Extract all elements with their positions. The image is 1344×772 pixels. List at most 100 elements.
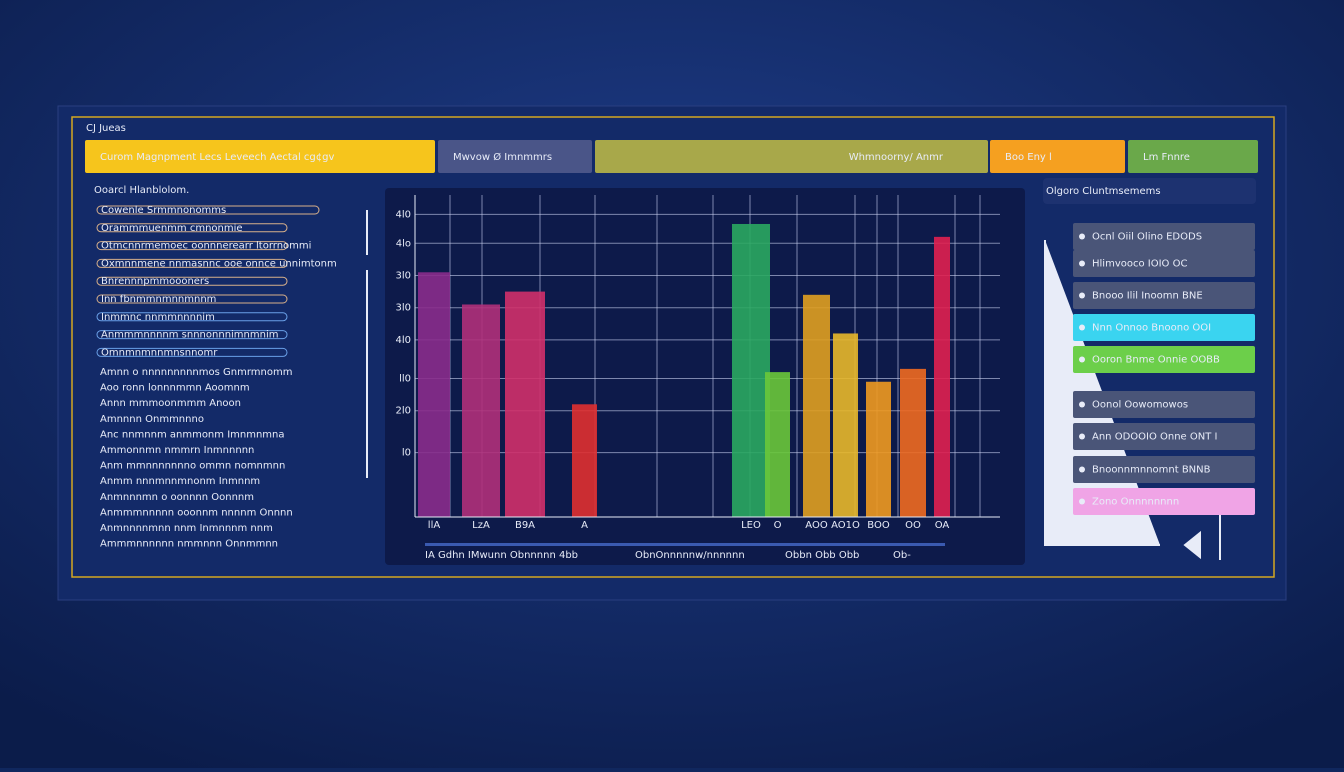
list-button[interactable] [1073,423,1255,450]
list-item: Anmnnnnmnn nnm Inmnnnm nnm [100,523,273,534]
x-tick-label: B9A [515,520,535,531]
x-tick-label: llA [428,520,441,531]
tab[interactable] [1128,140,1258,173]
list-button[interactable] [1073,314,1255,341]
list-item: Aoo ronn lonnnmmn Aoomnm [100,383,250,394]
pill [96,294,288,304]
button-label: Oonol Oowomowos [1092,400,1188,411]
pill-label: Anmmmnnnnm snnnonnnimnmnim [101,330,279,341]
button-label: Ocnl Oiil Olino EDODS [1092,232,1202,243]
y-tick-label: 4lo [396,238,411,249]
button-icon [1079,498,1085,505]
list-button[interactable] [1073,391,1255,418]
pill [96,330,288,340]
pill [96,276,288,286]
list-button[interactable] [1073,250,1255,277]
y-tick-label: 4l0 [395,335,411,346]
tab-label: Lm Fnnre [1143,152,1190,163]
x-tick-label: OA [935,520,950,531]
list-button[interactable] [1073,488,1255,515]
tab[interactable] [85,140,435,173]
bar [833,333,858,517]
panel-title: Olgoro Cluntmsemems [1046,186,1161,197]
tab[interactable] [990,140,1125,173]
button-icon [1079,401,1085,408]
button-label: Zono Onnnnnnnn [1092,497,1179,508]
x-tick-label: A [581,520,588,531]
list-item: Amnn o nnnnnnnnnmos Gnmrmnomm [100,367,292,378]
list-item: Anmmmnnnnn ooonnm nnnnm Onnnn [100,507,293,518]
x-tick-label: BOO [867,520,890,531]
tab-label: Mwvow Ø Imnmmrs [453,151,552,163]
pill-label: Cowenle Srmmnonomms [101,205,226,216]
pill [96,205,320,215]
tab-label: Curom Magnpment Lecs Leveech Aectal cg¢g… [100,152,334,163]
legend-entry: Ob- [893,550,911,561]
list-item: Anm mmnnnnnnno ommn nomnmnn [100,461,285,472]
pill-label: Orammmuenmm cmnonmie [101,223,243,234]
button-icon [1079,260,1085,267]
y-tick-label: 4l0 [395,209,411,220]
pill-label: Bnrennnpmmoooners [101,276,209,287]
list-item: Anmnnnmn o oonnnn Oonnnm [100,492,254,503]
list-item: Amnnnn Onmmnnno [100,414,204,425]
bar [732,223,770,518]
frame [71,116,1275,578]
tab[interactable] [595,140,988,173]
button-icon [1079,466,1085,473]
tab-label: Whmnoorny/ Anmr [849,152,944,163]
y-tick-label: l0 [402,448,411,459]
pill [96,312,288,322]
legend-entry: Obbn Obb Obb [785,550,859,561]
button-icon [1079,356,1085,363]
button-label: Hlimvooco IOIO OC [1092,259,1187,270]
list-button[interactable] [1073,282,1255,309]
x-tick-label: AO1O [831,520,860,531]
y-tick-label: ll0 [399,374,411,385]
pill [96,223,288,233]
list-button[interactable] [1073,223,1255,250]
y-tick-label: 3l0 [395,271,411,282]
bar [803,294,830,517]
bar [572,404,597,517]
y-tick-label: 3l0 [395,303,411,314]
button-icon [1079,292,1085,299]
bar [418,272,450,517]
list-item: Ammmnnnnnn nmmnnn Onnmmnn [100,539,278,550]
button-label: Ooron Bnme Onnie OOBB [1092,355,1220,366]
tab-label: Boo Eny l [1005,152,1052,163]
x-tick-label: LzA [472,520,490,531]
y-tick-label: 2l0 [395,406,411,417]
legend-entry: ObnOnnnnnw/nnnnnn [635,550,745,561]
panel-title: Ooarcl Hlanblolom. [94,185,189,196]
app-label: CJ Jueas [86,123,126,134]
button-icon [1079,324,1085,331]
pill [96,347,288,357]
button-label: Bnoonnmnnomnt BNNB [1092,465,1211,476]
x-tick-label: AOO [805,520,828,531]
list-button[interactable] [1073,456,1255,483]
pill-label: Inn fbnmmnmnnmnnm [101,294,216,305]
x-tick-label: LEO [741,520,761,531]
list-item: Ammonnmn nmmrn Inmnnnnn [100,445,254,456]
pill [96,241,288,251]
button-icon [1079,233,1085,240]
x-tick-label: OO [905,520,921,531]
list-item: Anmm nnnmnnmnonm Inmnnm [100,476,260,487]
list-item: Annn mmmoonmmm Anoon [100,398,241,409]
pill-label: Omnmnmnnmnsnnomr [101,347,218,358]
legend-entry: IA Gdhn IMwunn Obnnnnn 4bb [425,550,578,561]
bar [462,304,500,517]
bar [765,372,790,517]
bar [900,368,926,517]
pill-label: Otmcnnrmemoec oonnnerearr ltorrnommi [101,241,311,252]
pill [96,258,288,268]
bar [934,236,950,518]
list-button[interactable] [1073,346,1255,373]
button-label: Bnooo Ilil Inoomn BNE [1092,291,1203,302]
tab[interactable] [438,140,592,173]
bar [866,381,891,517]
button-label: Nnn Onnoo Bnoono OOI [1092,323,1211,334]
pill-label: Oxmnnmene nnmasnnc ooe onnce unnimtonm [101,258,337,269]
